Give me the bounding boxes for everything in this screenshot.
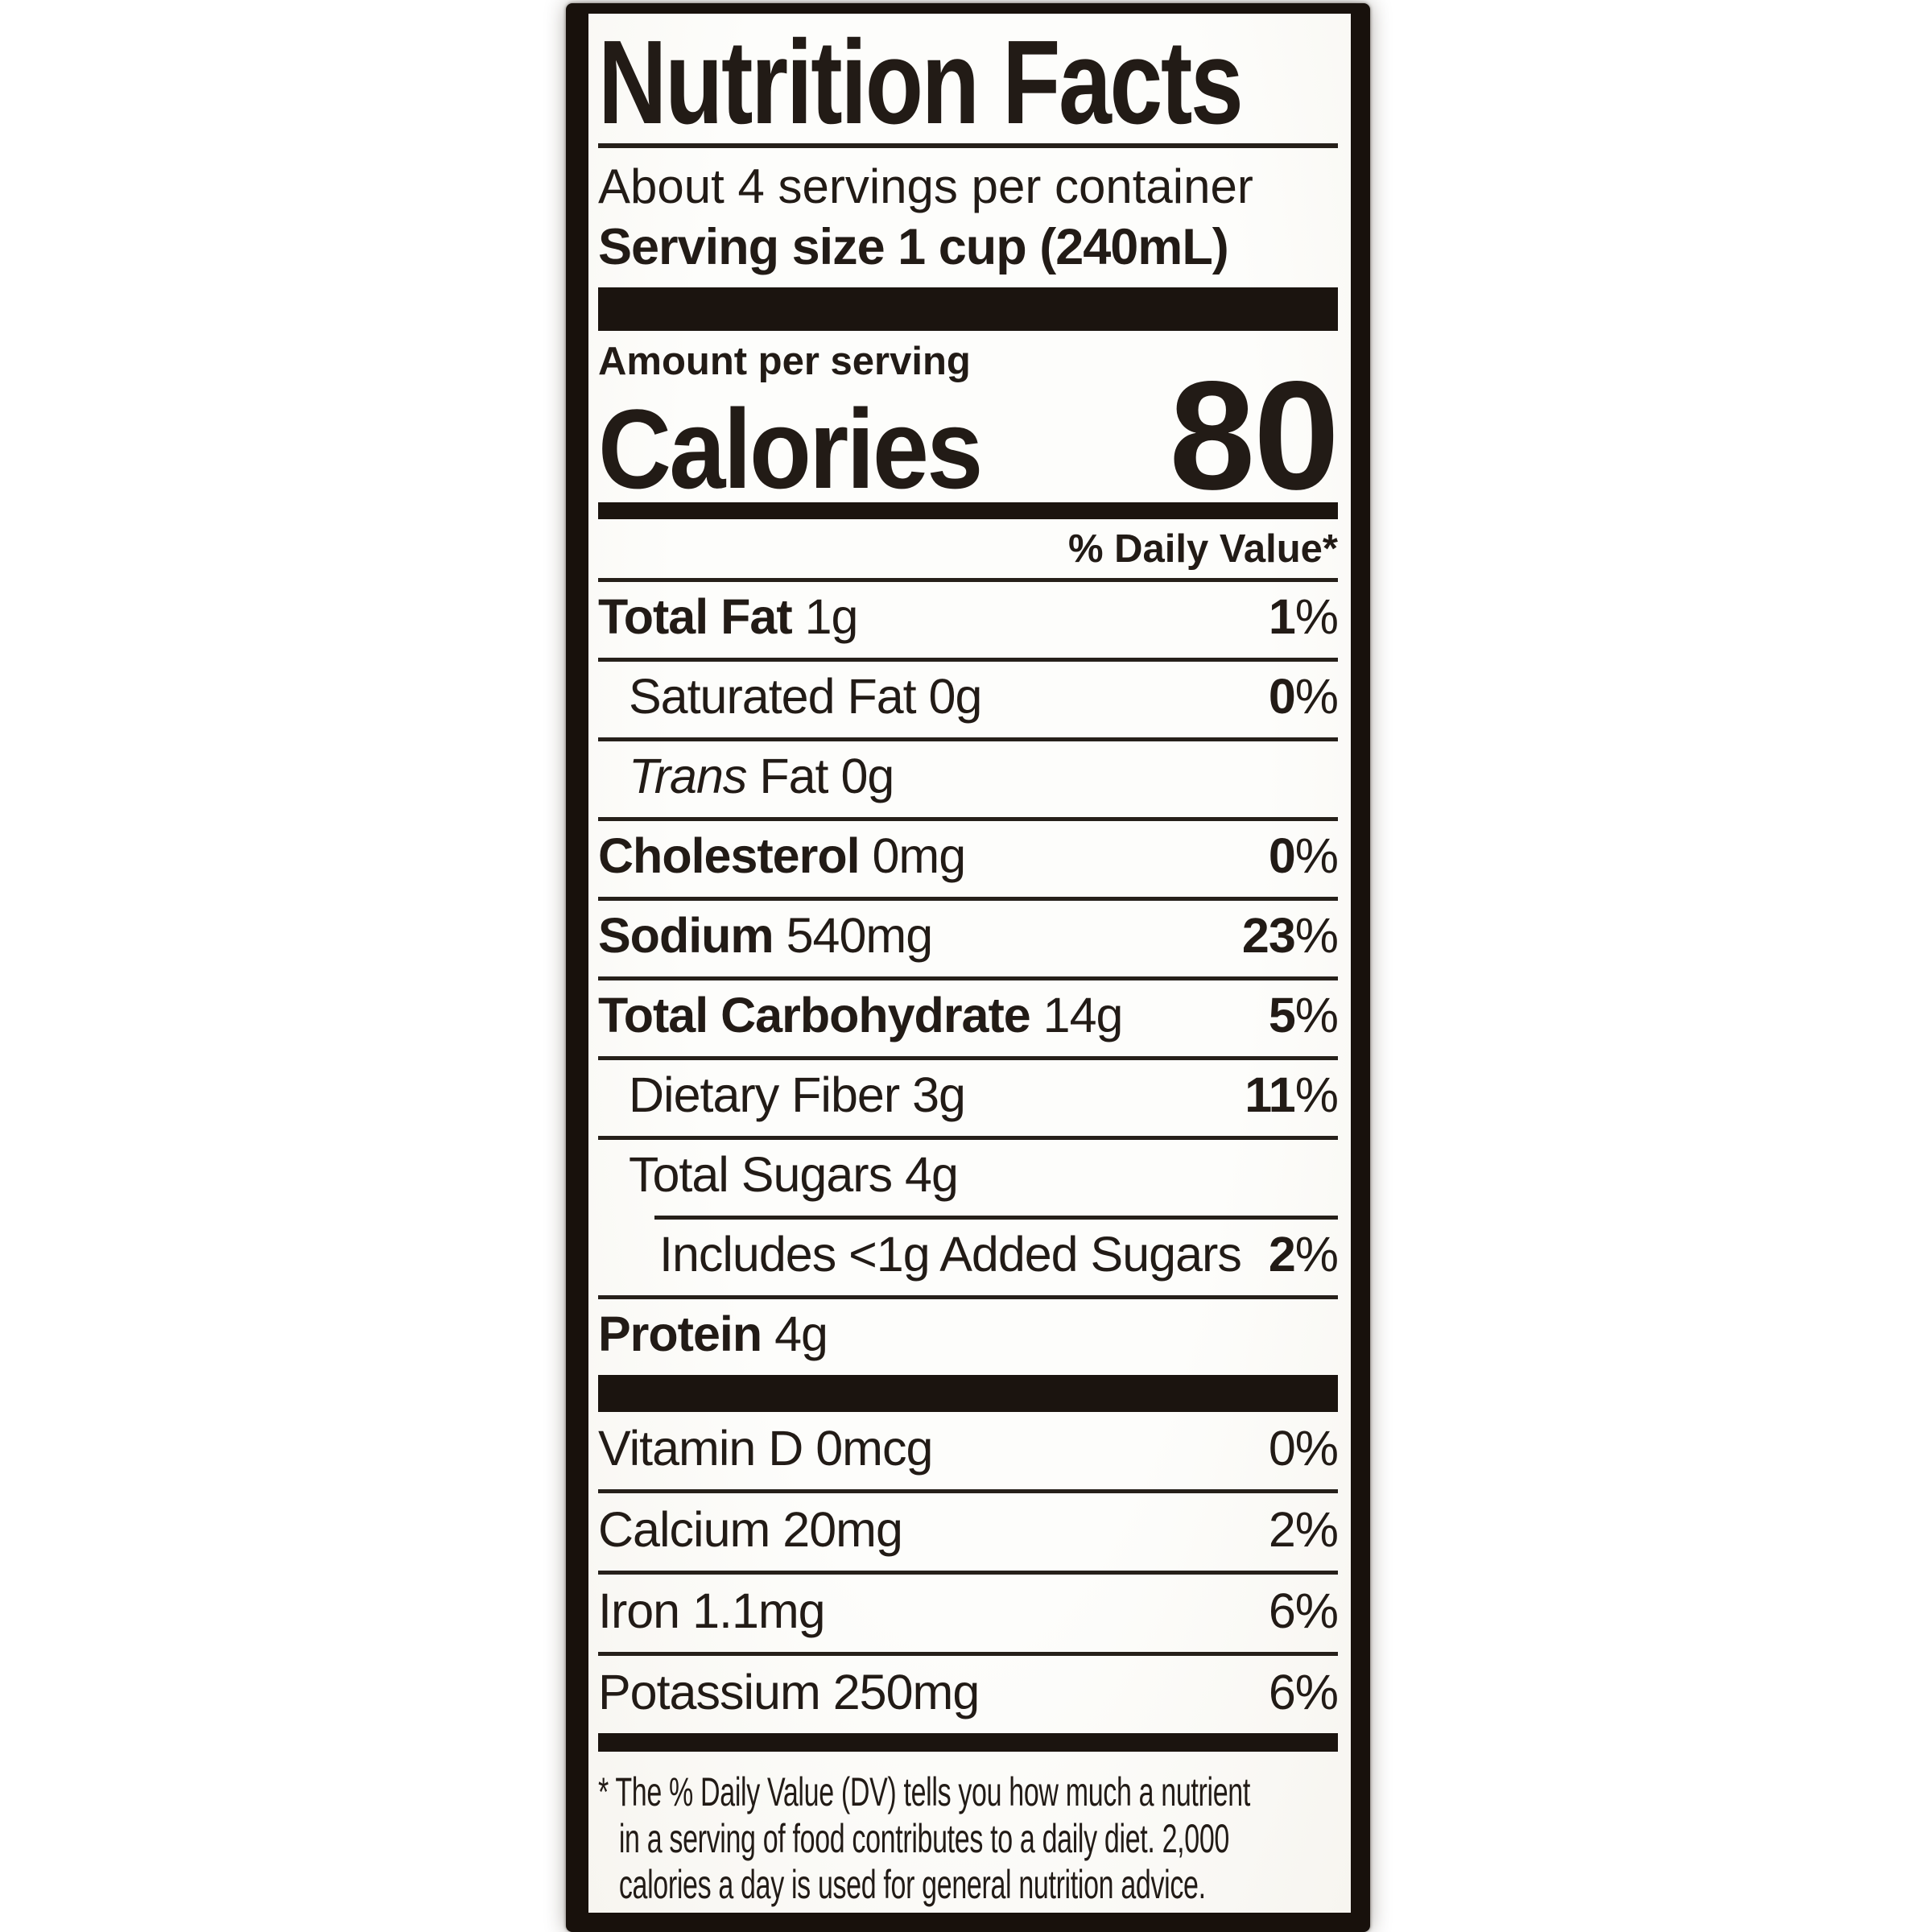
nutrient-name: Total Sugars 4g: [629, 1147, 959, 1203]
nutrient-row-sodium: Sodium 540mg 23%: [598, 901, 1339, 976]
daily-value: 2%: [1268, 1502, 1339, 1558]
row-divider: [598, 817, 1338, 822]
nutrient-row-calcium: Calcium 20mg 2%: [598, 1493, 1339, 1571]
nutrient-name: Protein 4g: [598, 1307, 828, 1362]
footnote-divider-bar: [598, 1733, 1338, 1752]
row-divider: [654, 1216, 1338, 1220]
nutrient-name: Saturated Fat 0g: [629, 669, 982, 724]
daily-value: 11%: [1245, 1067, 1339, 1123]
nutrient-name: Cholesterol 0mg: [598, 828, 966, 884]
row-divider: [598, 658, 1338, 663]
nutrient-name: Total Fat 1g: [598, 589, 858, 645]
thick-divider-bar-2: [598, 1375, 1338, 1413]
nutrient-row-fat: Trans Fat 0g: [598, 741, 1338, 817]
nutrient-row-protein: Protein 4g: [598, 1299, 1338, 1375]
row-divider: [598, 1652, 1338, 1657]
footnote-text: * The % Daily Value (DV) tells you how m…: [598, 1769, 1250, 1908]
row-divider: [598, 1571, 1338, 1575]
servings-per-container: About 4 servings per container: [598, 159, 1253, 214]
nutrient-row-total-fat: Total Fat 1g 1%: [598, 582, 1339, 658]
row-divider: [598, 1489, 1338, 1494]
thick-divider-bar: [598, 287, 1338, 332]
daily-value-header: % Daily Value*: [1067, 527, 1338, 572]
daily-value: 5%: [1268, 988, 1339, 1043]
micronutrient-rows-section: Vitamin D 0mcg 0% Calcium 20mg 2% Iron 1.1mg…: [598, 1412, 1339, 1733]
nutrient-row-potassium: Potassium 250mg 6%: [598, 1656, 1339, 1733]
daily-value: 6%: [1268, 1665, 1339, 1720]
nutrition-facts-label: Nutrition Facts About 4 servings per con…: [566, 3, 1370, 1932]
daily-value: 0%: [1268, 1421, 1339, 1476]
nutrient-row-cholesterol: Cholesterol 0mg 0%: [598, 821, 1339, 897]
nutrient-row-dietary-fiber: Dietary Fiber 3g 11%: [598, 1060, 1339, 1136]
calories-label: Calories: [598, 385, 983, 512]
daily-value: 23%: [1241, 908, 1339, 964]
row-divider: [598, 1056, 1338, 1061]
label-title: Nutrition Facts: [598, 16, 1244, 149]
row-divider: [598, 976, 1338, 981]
daily-value: 6%: [1268, 1583, 1339, 1639]
nutrient-name: Sodium 540mg: [598, 908, 933, 964]
amount-per-serving-label: Amount per serving: [598, 340, 971, 384]
nutrient-name: Trans Fat 0g: [629, 749, 894, 804]
row-divider: [598, 897, 1338, 902]
title-divider: [598, 143, 1338, 149]
calories-value: 80: [1169, 349, 1340, 522]
row-divider: [598, 578, 1338, 583]
nutrient-name: Total Carbohydrate 14g: [598, 988, 1123, 1043]
nutrient-row-includes-1g-added-sugars: Includes <1g Added Sugars 2%: [598, 1220, 1339, 1295]
nutrient-name: Vitamin D 0mcg: [598, 1421, 933, 1476]
row-divider: [598, 737, 1338, 742]
nutrient-row-total-carbohydrate: Total Carbohydrate 14g 5%: [598, 980, 1339, 1056]
medium-divider-bar: [598, 502, 1338, 520]
nutrient-row-vitamin-d: Vitamin D 0mcg 0%: [598, 1412, 1339, 1489]
nutrient-name: Potassium 250mg: [598, 1665, 980, 1720]
serving-size: Serving size 1 cup (240mL): [598, 219, 1229, 276]
nutrient-name: Calcium 20mg: [598, 1502, 903, 1558]
row-divider: [598, 1295, 1338, 1300]
footnote: * The % Daily Value (DV) tells you how m…: [598, 1769, 1347, 1909]
nutrient-row-iron: Iron 1.1mg 6%: [598, 1575, 1339, 1652]
nutrient-name: Includes <1g Added Sugars: [659, 1227, 1242, 1282]
daily-value: 2%: [1268, 1227, 1339, 1282]
calories-row: Calories 80: [598, 357, 1340, 512]
row-divider: [598, 1136, 1338, 1141]
nutrient-name: Dietary Fiber 3g: [629, 1067, 966, 1123]
nutrient-row-total-sugars: Total Sugars 4g: [598, 1140, 1338, 1216]
nutrient-name: Iron 1.1mg: [598, 1583, 826, 1639]
daily-value: 0%: [1268, 669, 1339, 724]
daily-value: 0%: [1268, 828, 1339, 884]
nutrient-row-saturated-fat: Saturated Fat 0g 0%: [598, 662, 1339, 737]
daily-value: 1%: [1268, 589, 1339, 645]
label-panel: Nutrition Facts About 4 servings per con…: [588, 14, 1351, 1913]
nutrient-rows-section: Total Fat 1g 1% Saturated Fat 0g 0% Trans Fa…: [598, 578, 1339, 1375]
